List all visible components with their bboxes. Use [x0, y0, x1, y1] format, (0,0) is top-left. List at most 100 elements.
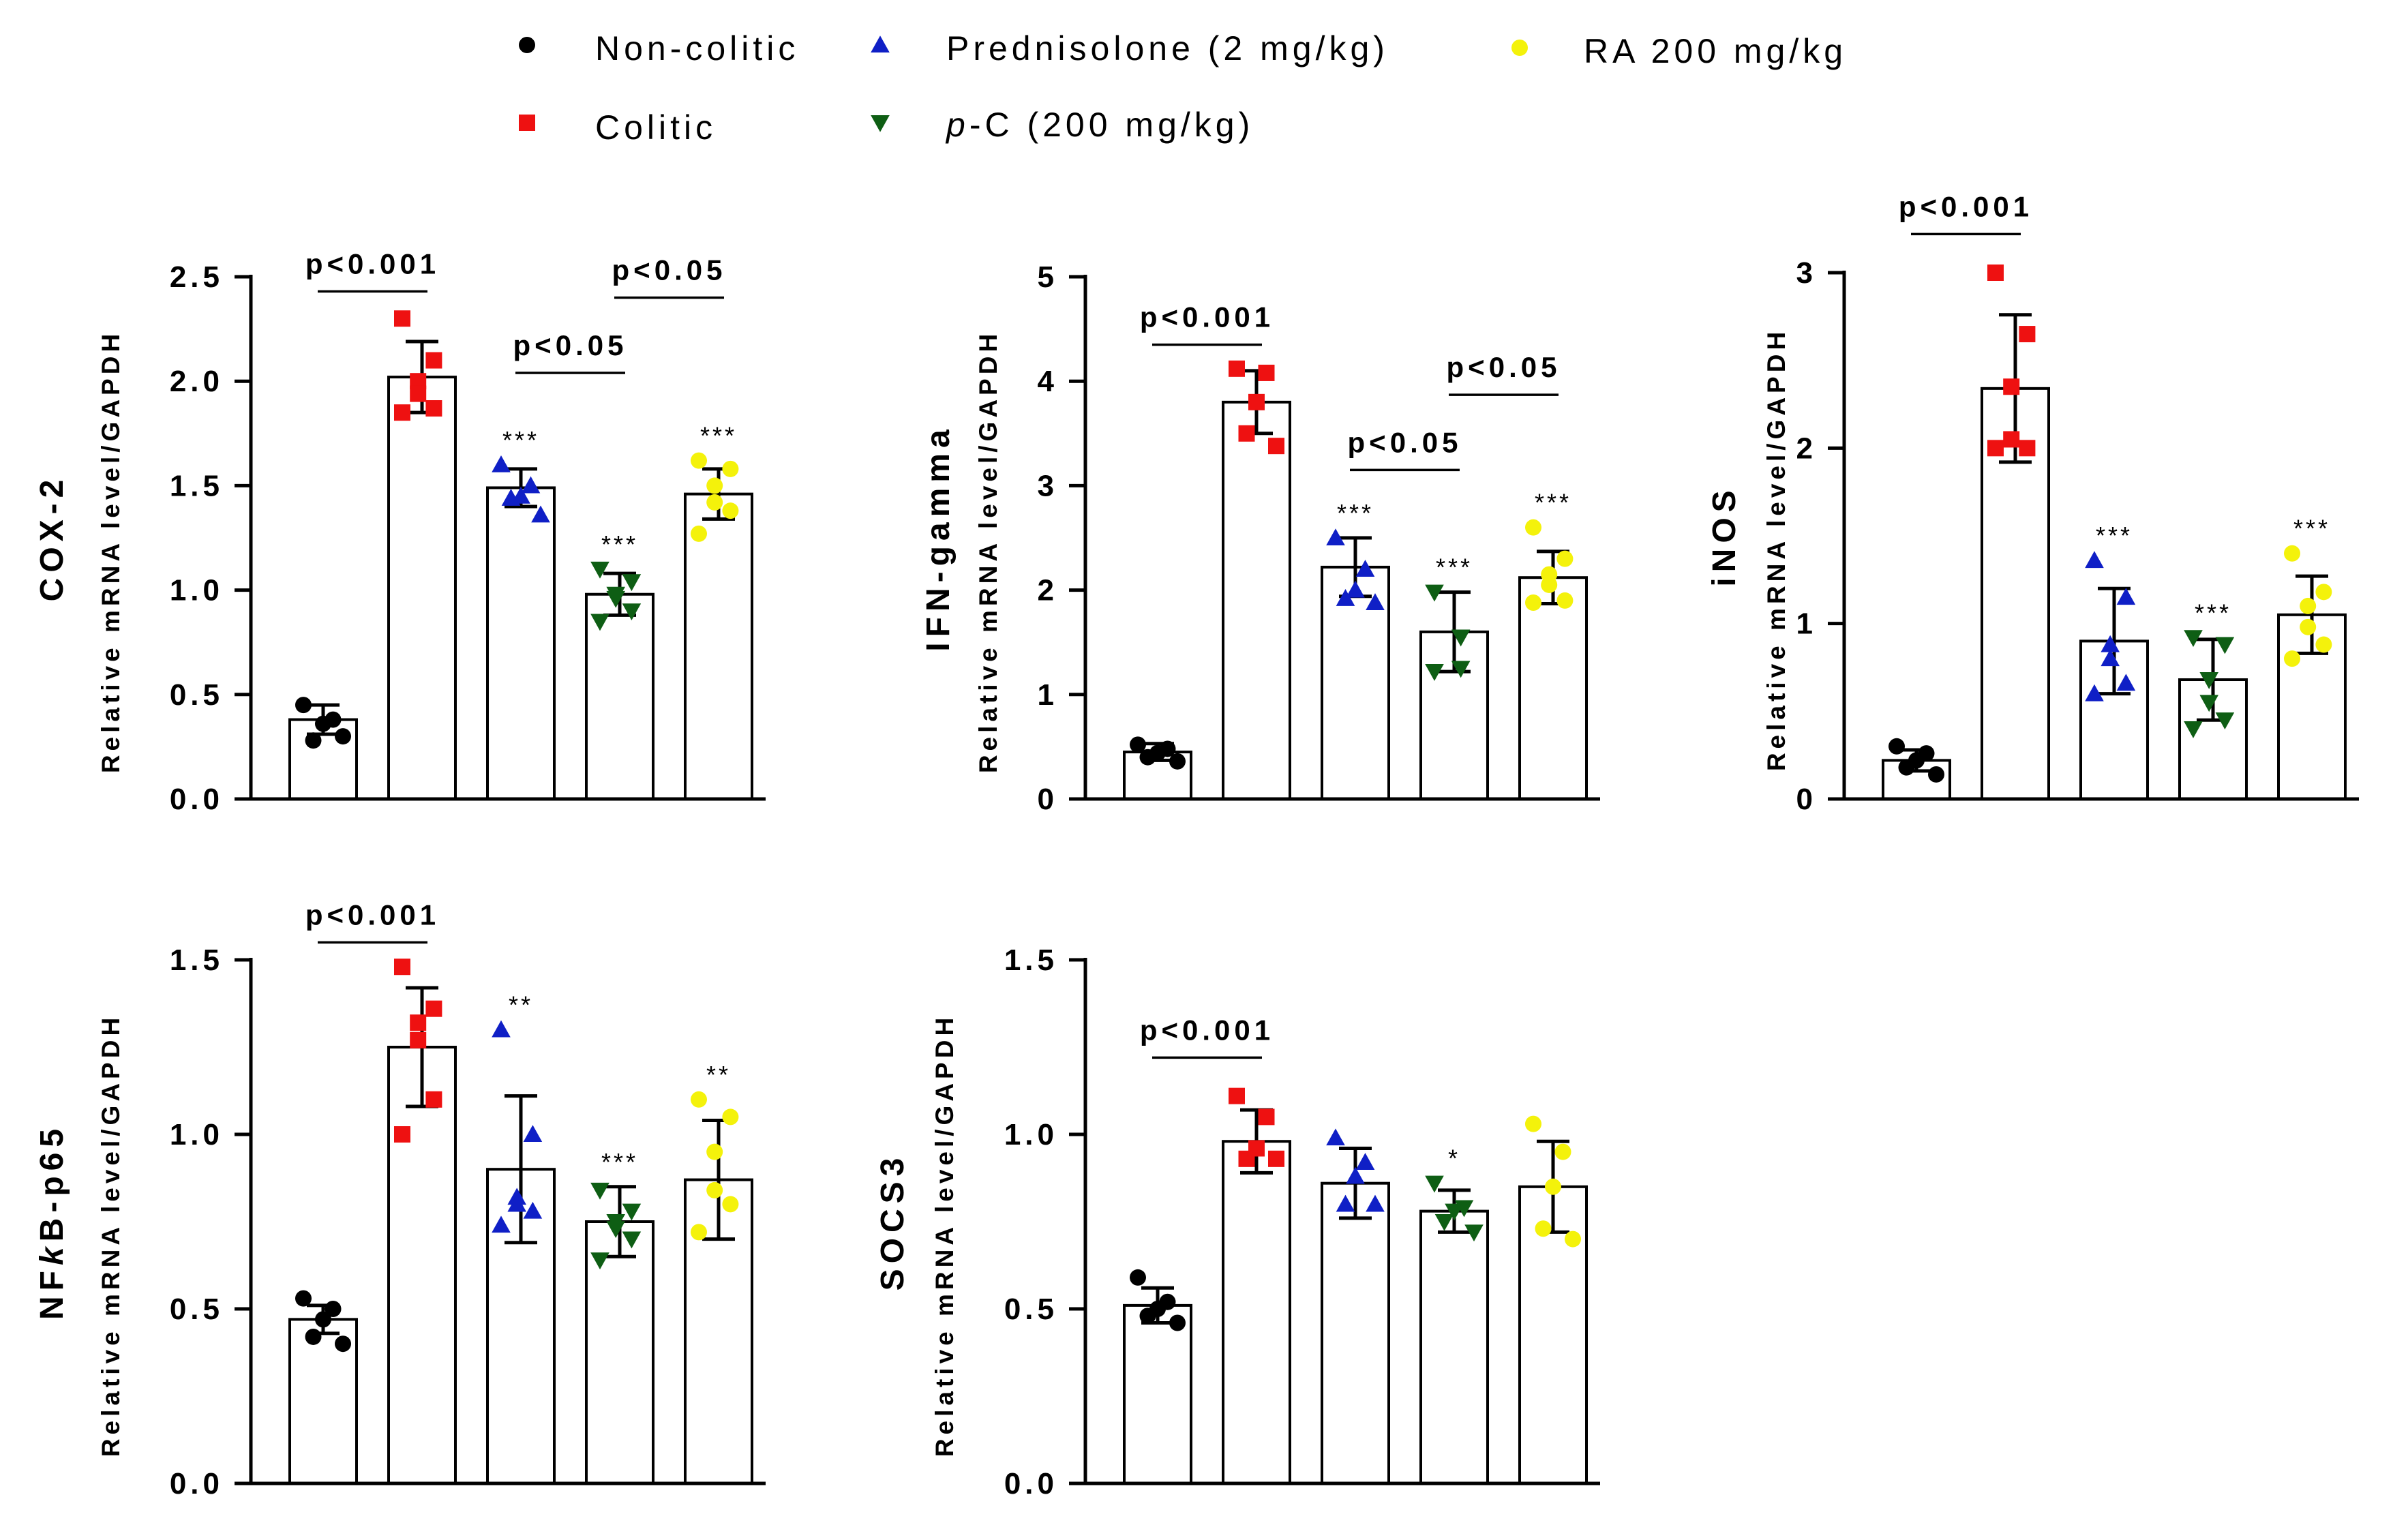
- socs3-point-p-c-200-mg-kg: [1425, 1175, 1444, 1193]
- legend-label-p-c-200-mg-kg: p-C (200 mg/kg): [945, 106, 1254, 144]
- inos-point-ra-200-mg-kg: [2300, 597, 2317, 614]
- cox2-bar-prednisolone-2-mg-kg: [486, 486, 556, 800]
- ifng-bar-colitic: [1222, 400, 1291, 800]
- nfkb-point-ra-200-mg-kg: [691, 1224, 707, 1241]
- nfkb-point-prednisolone-2-mg-kg: [492, 1216, 511, 1233]
- socs3-bar-p-c-200-mg-kg: [1419, 1209, 1489, 1485]
- nfkb-y-tick-label: 0.0: [170, 1467, 224, 1500]
- socs3-point-colitic: [1268, 1150, 1284, 1167]
- ifng-y-axis-label: IFN-gamma: [920, 424, 957, 651]
- socs3-y-tick-label: 1.0: [1004, 1118, 1058, 1151]
- socs3-point-colitic: [1238, 1150, 1255, 1167]
- ifng-point-ra-200-mg-kg: [1525, 519, 1541, 536]
- nfkb-point-p-c-200-mg-kg: [622, 1231, 642, 1249]
- legend-label-non-colitic: Non-colitic: [595, 29, 799, 67]
- cox2-comparison-0: p<0.001: [305, 247, 436, 293]
- inos-point-colitic: [1987, 440, 2004, 457]
- cox2-significance-stars-p-c-200-mg-kg: ***: [601, 530, 638, 558]
- socs3-point-p-c-200-mg-kg: [1434, 1213, 1454, 1231]
- cox2-comparison-label: p<0.05: [513, 329, 628, 361]
- nfkb-comparison-label: p<0.001: [305, 899, 440, 931]
- cox2-point-p-c-200-mg-kg: [622, 603, 642, 621]
- legend-item-ra-200-mg-kg: RA 200 mg/kg: [1511, 32, 1843, 70]
- ifng-point-prednisolone-2-mg-kg: [1355, 560, 1375, 577]
- socs3-point-ra-200-mg-kg: [1535, 1220, 1552, 1237]
- inos-point-p-c-200-mg-kg: [2215, 712, 2235, 729]
- inos-point-ra-200-mg-kg: [2284, 545, 2300, 562]
- socs3-bar-colitic: [1222, 1140, 1291, 1485]
- inos-point-non-colitic: [1898, 759, 1915, 776]
- panel-ifng: IFN-gamma Relative mRNA level/GAPDH 0 1 2 3 4 5…: [920, 260, 1600, 816]
- ifng-point-ra-200-mg-kg: [1556, 592, 1574, 609]
- nfkb-error-bar-prednisolone-2-mg-kg: [505, 1094, 537, 1245]
- nfkb-point-ra-200-mg-kg: [722, 1108, 739, 1126]
- ifng-comparison-label: p<0.001: [1140, 301, 1274, 333]
- legend-marker-prednisolone-2-mg-kg: [871, 35, 890, 53]
- ifng-point-colitic: [1229, 360, 1245, 377]
- nfkb-point-colitic: [425, 1000, 442, 1017]
- ifng-point-p-c-200-mg-kg: [1451, 629, 1471, 647]
- inos-point-p-c-200-mg-kg: [2199, 695, 2218, 712]
- cox2-y-axis-label: COX-2: [34, 474, 70, 602]
- nfkb-point-prednisolone-2-mg-kg: [492, 1020, 511, 1038]
- legend-marker-non-colitic: [519, 37, 535, 53]
- nfkb-point-colitic: [410, 1031, 427, 1048]
- chart-panels: COX-2 Relative mRNA level/GAPDH 0.0 0.5 1.0 1…: [34, 190, 2359, 1500]
- inos-point-p-c-200-mg-kg: [2215, 637, 2235, 654]
- nfkb-significance-stars-ra-200-mg-kg: **: [706, 1061, 731, 1089]
- socs3-point-prednisolone-2-mg-kg: [1346, 1166, 1365, 1184]
- inos-point-p-c-200-mg-kg: [2184, 721, 2203, 738]
- inos-point-colitic: [2003, 378, 2020, 395]
- ifng-y-tick-label: 0: [1038, 783, 1058, 816]
- inos-point-p-c-200-mg-kg: [2184, 630, 2203, 648]
- ifng-point-colitic: [1238, 425, 1255, 442]
- nfkb-point-p-c-200-mg-kg: [606, 1221, 625, 1239]
- cox2-point-prednisolone-2-mg-kg: [492, 455, 511, 472]
- inos-point-ra-200-mg-kg: [2300, 618, 2317, 635]
- socs3-point-non-colitic: [1169, 1314, 1186, 1331]
- socs3-point-non-colitic: [1130, 1269, 1146, 1286]
- nfkb-point-ra-200-mg-kg: [722, 1196, 739, 1213]
- cox2-point-ra-200-mg-kg: [722, 502, 739, 519]
- ifng-significance-stars-prednisolone-2-mg-kg: ***: [1337, 499, 1374, 527]
- nfkb-point-ra-200-mg-kg: [706, 1143, 723, 1160]
- legend-item-non-colitic: Non-colitic: [519, 29, 799, 67]
- cox2-bar-ra-200-mg-kg: [684, 492, 753, 800]
- cox2-significance-stars-prednisolone-2-mg-kg: ***: [502, 426, 539, 454]
- socs3-point-ra-200-mg-kg: [1565, 1231, 1581, 1248]
- cox2-comparison-1: p<0.05: [513, 329, 628, 374]
- ifng-comparison-2: p<0.05: [1447, 351, 1559, 396]
- cox2-y-tick-label: 1.5: [170, 469, 224, 502]
- cox2-comparison-2: p<0.05: [612, 254, 724, 299]
- nfkb-point-colitic: [394, 958, 410, 976]
- nfkb-point-prednisolone-2-mg-kg: [523, 1125, 543, 1143]
- ifng-point-prednisolone-2-mg-kg: [1346, 580, 1365, 598]
- cox2-point-p-c-200-mg-kg: [606, 590, 625, 608]
- socs3-point-p-c-200-mg-kg: [1445, 1203, 1464, 1221]
- socs3-point-p-c-200-mg-kg: [1464, 1224, 1484, 1242]
- legend-marker-ra-200-mg-kg: [1511, 40, 1528, 56]
- cox2-point-p-c-200-mg-kg: [590, 614, 609, 631]
- socs3-point-colitic: [1258, 1108, 1275, 1126]
- cox2-point-colitic: [394, 310, 410, 327]
- cox2-y-tick-label: 1.0: [170, 574, 224, 607]
- ifng-comparison-0: p<0.001: [1140, 301, 1274, 346]
- nfkb-point-prednisolone-2-mg-kg: [507, 1194, 526, 1212]
- inos-point-ra-200-mg-kg: [2315, 584, 2332, 601]
- nfkb-point-colitic: [394, 1126, 410, 1143]
- legend-marker-colitic: [519, 115, 535, 131]
- inos-significance-stars-ra-200-mg-kg: ***: [2293, 515, 2330, 543]
- socs3-point-non-colitic: [1139, 1308, 1156, 1325]
- nfkb-point-colitic: [425, 1091, 442, 1108]
- nfkb-comparison-0: p<0.001: [305, 899, 440, 944]
- legend-label-prednisolone-2-mg-kg: Prednisolone (2 mg/kg): [946, 29, 1389, 67]
- inos-y-tick-label: 3: [1796, 256, 1817, 290]
- ifng-y-tick-label: 5: [1038, 260, 1058, 294]
- nfkb-point-non-colitic: [325, 1301, 342, 1317]
- inos-point-colitic: [2019, 326, 2036, 343]
- cox2-bar-colitic: [387, 376, 457, 800]
- legend-item-colitic: Colitic: [519, 108, 712, 147]
- nfkb-y-axis-label: NFkB-p65: [34, 1123, 70, 1320]
- cox2-y-tick-label: 0.5: [170, 678, 224, 712]
